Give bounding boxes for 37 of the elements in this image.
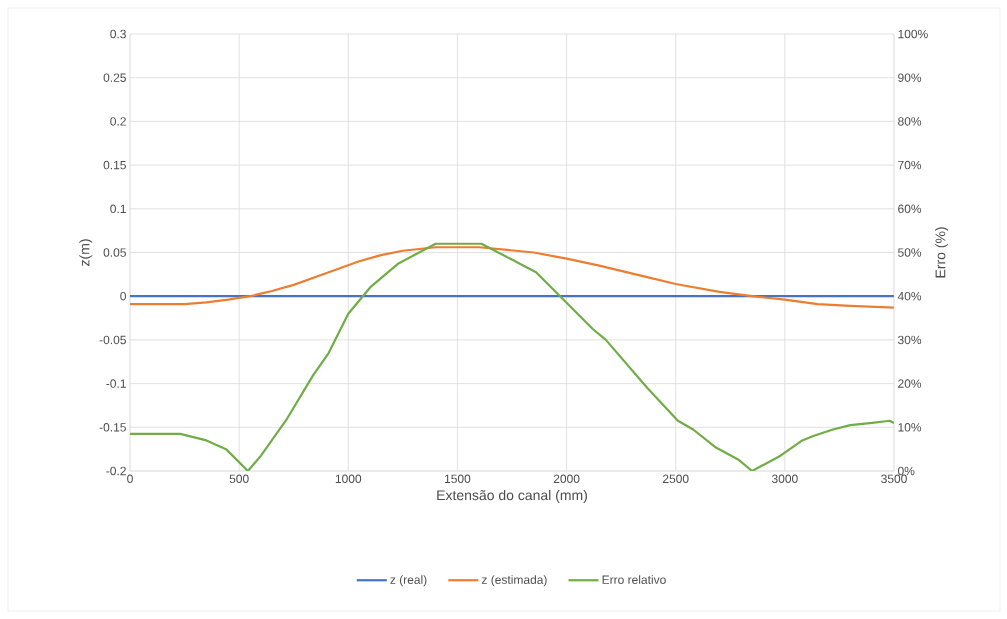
y2-tick-label: 50% [898,248,922,257]
x-tick-label: 3500 [881,474,907,484]
x-tick-label: 500 [229,474,249,484]
y-tick-label: 0.3 [110,29,126,39]
y2-tick-label: 60% [898,204,922,214]
y-tick-label: 0.05 [103,248,126,257]
y-tick-label: 0.1 [110,204,126,214]
y-tick-label: 0.2 [110,117,126,126]
y2-tick-label: 30% [897,335,922,345]
y-tick-label: -0.15 [99,423,126,432]
x-tick-label: 2500 [662,474,689,484]
x-tick-label: 3000 [771,474,798,484]
x-axis-title: Extensão do canal (mm) [437,489,587,503]
x-tick-label: 0 [127,474,133,484]
y2-tick-label: 90% [898,73,922,82]
x-tick-label: 1500 [444,474,471,484]
y-tick-label: -0.2 [106,466,126,476]
y2-tick-label: 40% [897,291,922,301]
y2-axis-title: Erro (%) [935,227,949,278]
y2-tick-label: 100% [898,29,928,39]
y2-tick-label: 0% [898,466,915,476]
y2-tick-label: 10% [898,423,922,432]
legend-label: Erro relativo [602,575,666,584]
line-series [130,242,895,471]
y-tick-label: 0.15 [103,160,126,170]
legend-label: z (real) [390,575,427,587]
y-axis-title: z(m) [79,239,93,266]
y-tick-label: -0.05 [99,335,126,345]
y-tick-label: 0 [120,291,126,301]
y-tick-label: -0.1 [106,379,126,388]
y-tick-label: 0.25 [103,73,126,82]
legend-label: z (estimada) [481,575,547,587]
x-tick-label: 1000 [335,474,362,484]
y2-tick-label: 20% [898,379,922,388]
y2-tick-label: 80% [898,117,922,126]
x-tick-label: 2000 [553,474,580,484]
y2-tick-label: 70% [898,160,922,170]
